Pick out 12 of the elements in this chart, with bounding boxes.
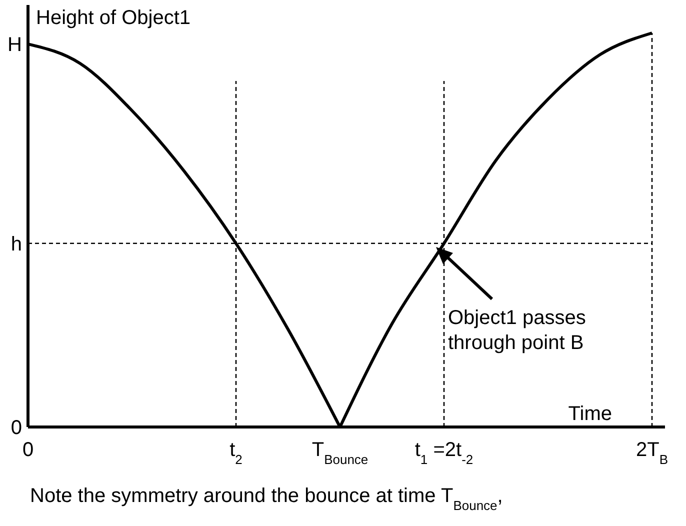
annotation: Object1 passes through point B	[448, 307, 586, 354]
ref-line-label: h	[10, 233, 22, 256]
x-axis-title: Time	[568, 403, 612, 425]
y-axis-title: Height of Object1	[36, 7, 191, 29]
x-tick-label: T$_{Bounce}$	[312, 439, 368, 466]
x-tick-label: t$_{1}$ =2t$_{-2}$	[414, 439, 474, 466]
text: 0	[10, 417, 22, 439]
annotation: H	[8, 34, 22, 56]
x-tick-label: 2T$_{B}$	[636, 439, 668, 466]
text: Note the symmetry around the bounce at time T$_{Bounce}$,	[30, 485, 503, 512]
x-tick-label: t$_{2}$	[230, 439, 242, 466]
x-tick-label: 0	[22, 439, 34, 461]
